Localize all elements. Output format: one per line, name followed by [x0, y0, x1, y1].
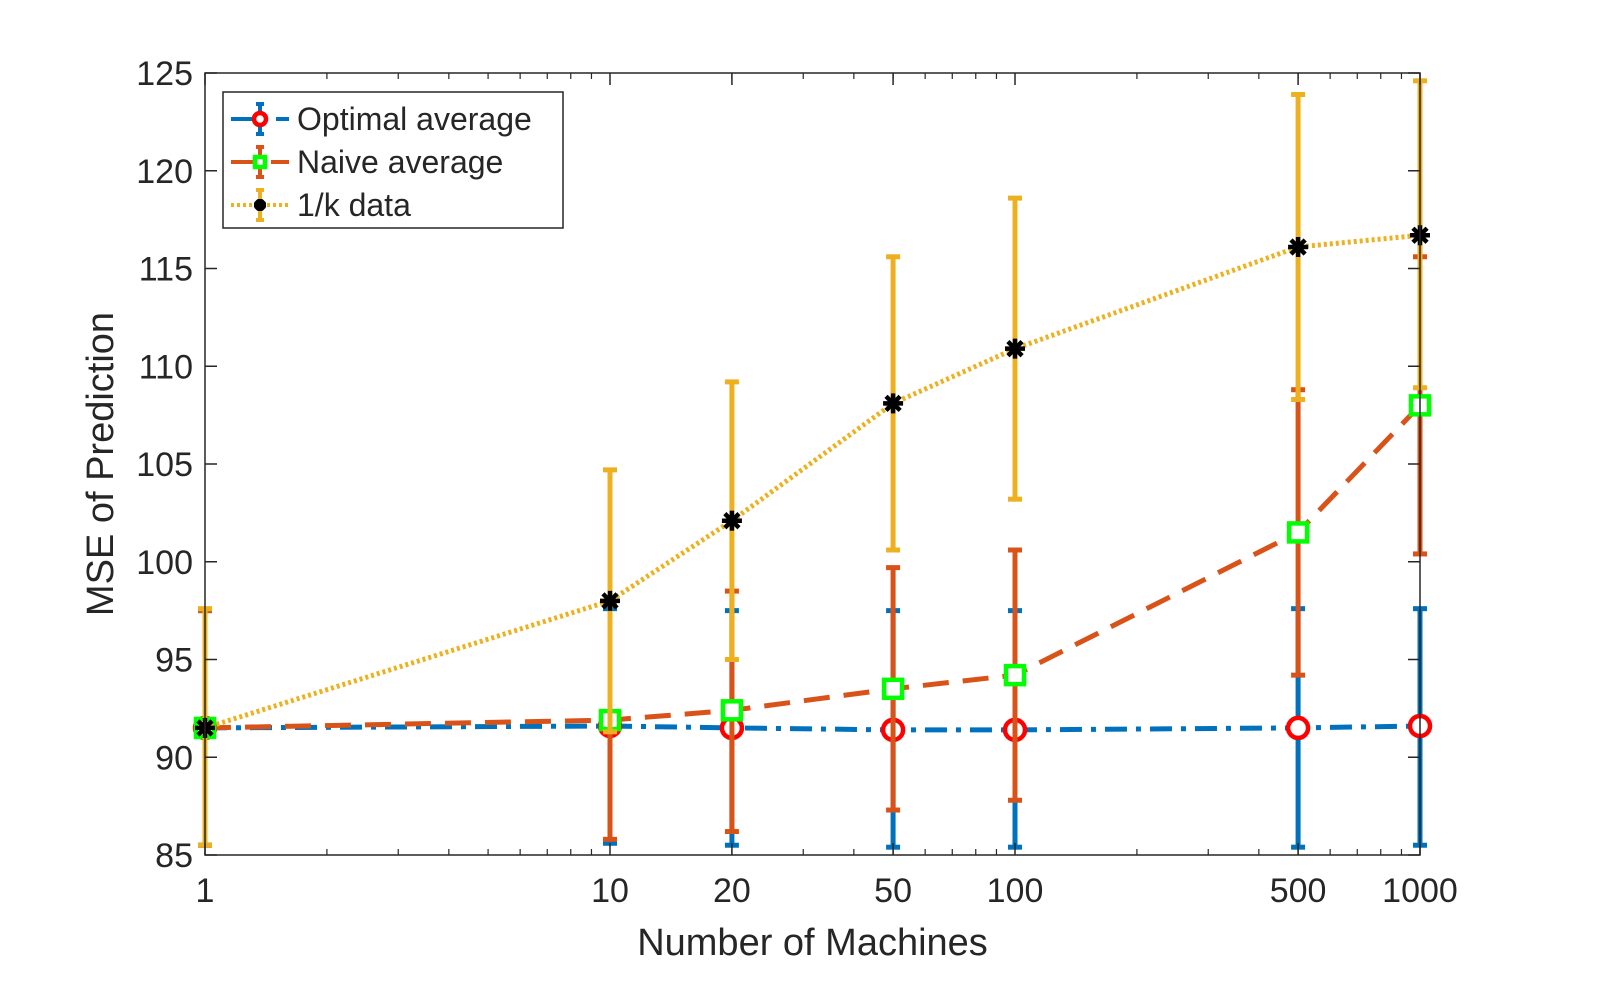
legend-label: Naive average: [297, 144, 503, 180]
data-point: [252, 154, 268, 170]
data-point: [720, 699, 744, 722]
x-tick-label: 1: [196, 872, 215, 910]
data-point: [883, 393, 904, 414]
y-tick-label: 90: [155, 739, 193, 777]
data-point-stroke: [601, 592, 619, 610]
legend-entry: Optimal average: [231, 101, 532, 137]
y-tick-label: 120: [136, 153, 193, 191]
x-tick-label: 100: [987, 872, 1044, 910]
data-point-stroke: [723, 512, 741, 530]
data-point: [1288, 236, 1309, 257]
data-point: [1005, 338, 1025, 359]
data-point: [1003, 663, 1027, 687]
data-point-stroke: [1006, 339, 1024, 358]
data-point: [1286, 521, 1310, 544]
data-point: [254, 199, 266, 211]
y-tick-label: 110: [139, 348, 193, 386]
legend-entry: 1/k data: [231, 187, 411, 223]
data-point: [251, 110, 269, 128]
x-tick-label: 1000: [1382, 872, 1458, 910]
y-tick-label: 100: [136, 544, 193, 582]
y-tick-label: 105: [136, 446, 193, 484]
y-tick-label: 115: [139, 251, 193, 289]
data-point: [1285, 715, 1311, 741]
legend-label: Optimal average: [297, 101, 532, 137]
x-tick-label: 500: [1270, 872, 1327, 910]
data-point: [600, 590, 620, 611]
data-point-stroke: [254, 199, 266, 211]
y-tick-label: 125: [136, 55, 193, 93]
y-tick-label: 95: [155, 642, 193, 680]
x-axis-title: Number of Machines: [637, 922, 988, 964]
legend-label: 1/k data: [297, 187, 411, 223]
data-point: [881, 677, 905, 701]
x-tick-label: 10: [591, 872, 629, 910]
y-tick-label: 85: [155, 837, 193, 875]
x-tick-label: 50: [874, 872, 912, 910]
data-point-stroke: [884, 394, 902, 413]
y-axis-title: MSE of Prediction: [80, 312, 122, 616]
data-point: [721, 510, 742, 531]
data-point-stroke: [1289, 238, 1307, 256]
legend-entry: Naive average: [231, 144, 503, 180]
x-tick-label: 20: [713, 872, 751, 910]
